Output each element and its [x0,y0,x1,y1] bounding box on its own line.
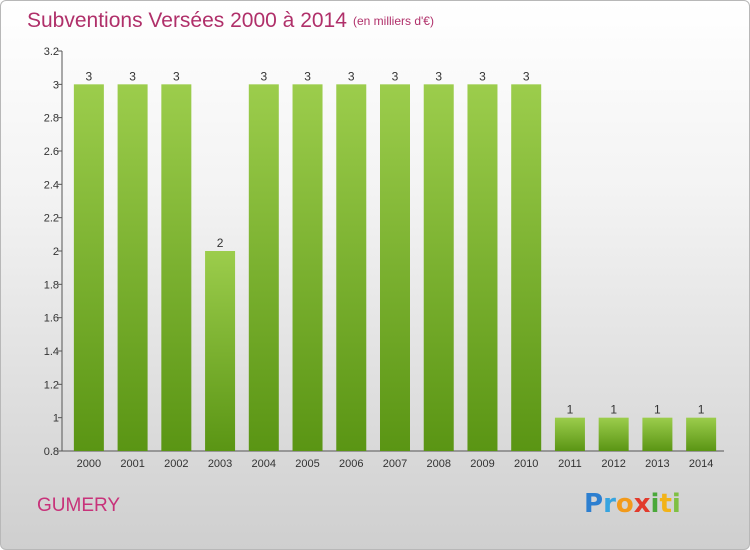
data-label-2009: 3 [479,69,486,83]
data-label-2000: 3 [86,69,93,83]
bar-2005 [292,84,323,451]
y-tick-label: 2.2 [44,213,59,225]
data-label-2011: 1 [567,403,574,417]
y-tick-label: 1.6 [44,313,59,325]
data-label-2008: 3 [435,69,442,83]
x-tick-label-2001: 2001 [120,458,144,470]
x-tick-label-2007: 2007 [383,458,407,470]
bar-2002 [161,84,192,451]
data-label-2003: 2 [217,236,224,250]
proxiti-logo: Proxiti [584,489,681,519]
bar-2014 [686,417,717,451]
x-tick-label-2012: 2012 [601,458,625,470]
bar-2007 [380,84,410,451]
chart-title: Subventions Versées 2000 à 2014 [27,9,347,32]
y-tick-label: 1.8 [44,279,59,291]
x-tick-label-2011: 2011 [558,458,582,470]
data-label-2007: 3 [392,69,399,83]
bar-2006 [336,84,367,451]
bar-2011 [554,417,585,451]
data-label-2010: 3 [523,69,530,83]
y-tick-label: 2.8 [44,113,59,125]
data-label-2004: 3 [260,69,267,83]
bar-2000 [73,84,104,451]
data-label-2014: 1 [698,403,705,417]
commune-name: GUMERY [37,495,121,516]
bar-2010 [511,84,542,451]
bar-2001 [117,84,148,451]
data-label-2005: 3 [304,69,311,83]
y-tick-label: 2 [53,246,59,258]
bar-2004 [248,84,279,451]
y-tick-label: 0.8 [44,446,59,458]
y-tick-label: 3 [53,79,59,91]
bar-2008 [423,84,454,451]
bar-2003 [205,251,236,451]
bar-2013 [642,417,673,451]
data-label-2001: 3 [129,69,136,83]
data-label-2013: 1 [654,403,661,417]
data-label-2006: 3 [348,69,355,83]
y-tick-label: 2.6 [44,146,59,158]
x-tick-label-2006: 2006 [339,458,363,470]
y-tick-label: 1.2 [44,379,59,391]
x-tick-label-2002: 2002 [164,458,188,470]
x-tick-label-2004: 2004 [252,458,276,470]
y-tick-label: 3.2 [44,46,59,58]
y-tick-label: 2.4 [44,179,59,191]
y-tick-label: 1 [53,413,59,425]
x-tick-label-2000: 2000 [77,458,101,470]
bar-2009 [467,84,498,451]
bar-2012 [598,417,629,451]
x-tick-label-2003: 2003 [208,458,232,470]
x-tick-label-2009: 2009 [470,458,494,470]
x-tick-label-2008: 2008 [426,458,450,470]
x-tick-label-2013: 2013 [645,458,669,470]
x-tick-label-2010: 2010 [514,458,538,470]
chart-subtitle: (en milliers d'€) [353,14,434,28]
data-label-2012: 1 [610,403,617,417]
x-tick-label-2014: 2014 [689,458,713,470]
x-tick-label-2005: 2005 [295,458,319,470]
y-tick-label: 1.4 [44,346,59,358]
data-label-2002: 3 [173,69,180,83]
